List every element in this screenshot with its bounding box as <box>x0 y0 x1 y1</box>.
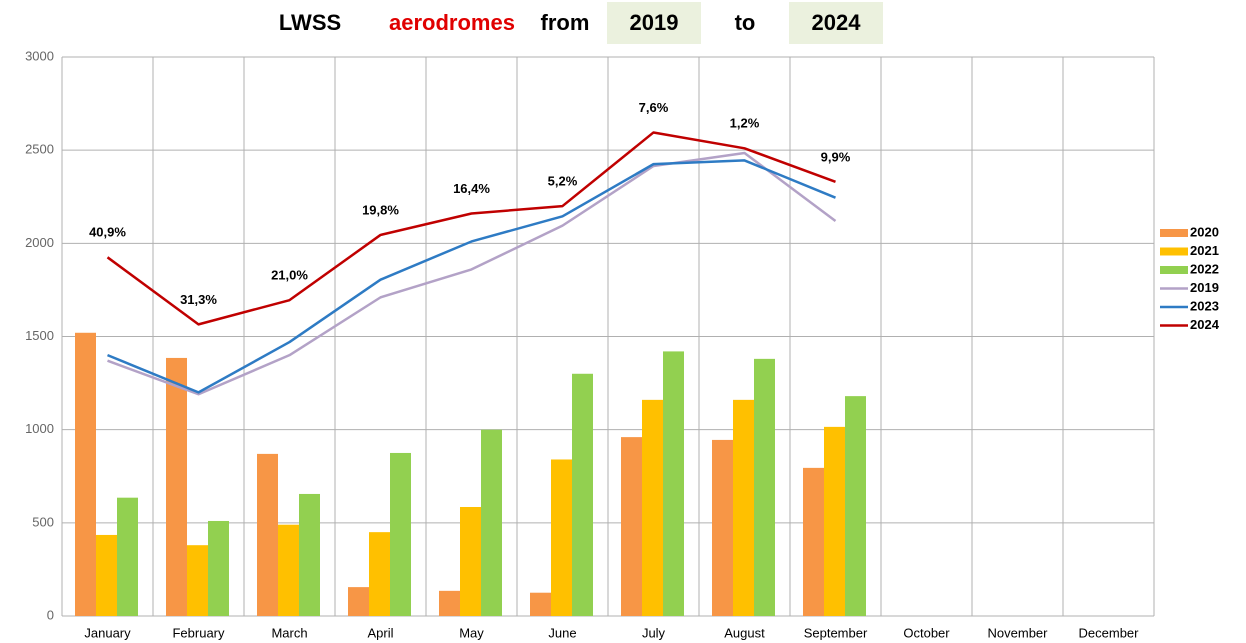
x-tick-label: April <box>367 625 393 640</box>
x-tick-label: December <box>1079 625 1140 640</box>
y-tick-label: 1000 <box>25 421 54 436</box>
bar <box>278 524 299 616</box>
title-part: from <box>541 10 590 35</box>
annotation: 19,8% <box>362 202 399 217</box>
legend-label: 2019 <box>1190 280 1219 295</box>
y-tick-label: 0 <box>47 607 54 622</box>
bar <box>348 587 369 616</box>
bar <box>117 497 138 616</box>
bar <box>712 439 733 616</box>
bar <box>299 493 320 616</box>
bar <box>663 351 684 616</box>
bar <box>166 357 187 616</box>
annotation: 7,6% <box>639 100 669 115</box>
y-tick-label: 500 <box>32 514 54 529</box>
annotation: 21,0% <box>271 268 308 283</box>
bar <box>551 459 572 616</box>
annotation: 40,9% <box>89 225 126 240</box>
bar <box>257 453 278 616</box>
bar <box>621 437 642 616</box>
y-tick-label: 3000 <box>25 48 54 63</box>
bar <box>96 534 117 616</box>
legend-label: 2023 <box>1190 298 1219 313</box>
line <box>107 151 837 396</box>
annotation: 5,2% <box>548 174 578 189</box>
bar <box>460 506 481 616</box>
x-tick-label: May <box>459 625 484 640</box>
x-tick-label: February <box>172 625 225 640</box>
x-tick-label: November <box>988 625 1049 640</box>
title-part: 2024 <box>812 10 862 35</box>
y-tick-label: 2500 <box>25 142 54 157</box>
bar <box>642 399 663 616</box>
line <box>106 131 836 326</box>
title-part: 2019 <box>630 10 679 35</box>
title-part: aerodromes <box>389 10 515 35</box>
bar <box>824 426 845 616</box>
legend-label: 2021 <box>1190 243 1219 258</box>
x-tick-label: January <box>84 625 131 640</box>
bar <box>369 532 390 616</box>
x-tick-label: June <box>548 625 576 640</box>
legend-label: 2022 <box>1190 261 1219 276</box>
title-part: LWSS <box>279 10 341 35</box>
x-tick-label: March <box>271 625 307 640</box>
bar <box>530 592 551 616</box>
title-part: to <box>735 10 756 35</box>
bar <box>481 429 502 616</box>
bar <box>390 452 411 616</box>
bar <box>75 332 96 616</box>
y-tick-label: 1500 <box>25 328 54 343</box>
annotation: 31,3% <box>180 292 217 307</box>
y-tick-label: 2000 <box>25 235 54 250</box>
legend-swatch <box>1160 229 1188 237</box>
x-tick-label: September <box>804 625 868 640</box>
legend-swatch <box>1160 247 1188 256</box>
legend-label: 2020 <box>1190 224 1219 239</box>
annotation: 1,2% <box>730 116 760 131</box>
bar <box>572 373 593 616</box>
x-tick-label: October <box>903 625 950 640</box>
bar <box>208 520 229 616</box>
bar <box>803 467 824 616</box>
bar <box>187 545 208 616</box>
bar <box>439 590 460 616</box>
bar <box>733 399 754 616</box>
x-tick-label: August <box>724 625 765 640</box>
legend-swatch <box>1160 266 1188 274</box>
annotation: 16,4% <box>453 181 490 196</box>
annotation: 9,9% <box>821 149 851 164</box>
line <box>107 159 836 394</box>
bar <box>754 358 775 616</box>
x-tick-label: July <box>642 625 666 640</box>
title-highlight <box>607 2 701 44</box>
bar <box>845 396 866 616</box>
title-highlight <box>789 2 883 44</box>
legend-label: 2024 <box>1190 317 1220 332</box>
